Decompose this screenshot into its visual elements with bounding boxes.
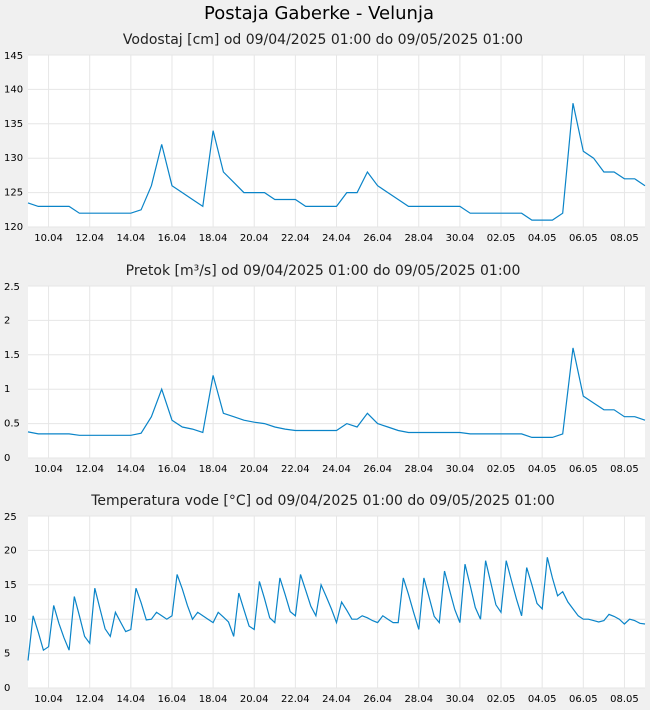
y-tick-label: 140 xyxy=(4,84,23,95)
chart-title: Temperatura vode [°C] od 09/04/2025 01:0… xyxy=(90,493,555,509)
x-tick-label: 28.04 xyxy=(404,233,433,244)
y-tick-label: 1.5 xyxy=(4,350,20,361)
x-tick-label: 26.04 xyxy=(363,694,392,705)
y-tick-label: 0 xyxy=(4,453,10,464)
x-tick-label: 16.04 xyxy=(158,464,187,475)
y-tick-label: 0 xyxy=(4,683,10,694)
x-tick-label: 04.05 xyxy=(528,233,557,244)
x-tick-label: 20.04 xyxy=(240,694,269,705)
page-title: Postaja Gaberke - Velunja xyxy=(204,3,434,24)
x-tick-label: 24.04 xyxy=(322,233,351,244)
x-tick-label: 28.04 xyxy=(404,694,433,705)
y-tick-label: 125 xyxy=(4,188,23,199)
data-line xyxy=(27,557,646,661)
x-tick-label: 08.05 xyxy=(610,694,639,705)
chart-title: Pretok [m³/s] od 09/04/2025 01:00 do 09/… xyxy=(126,263,521,279)
y-tick-label: 5 xyxy=(4,649,10,660)
x-tick-label: 02.05 xyxy=(487,464,516,475)
x-tick-label: 28.04 xyxy=(404,464,433,475)
y-tick-label: 135 xyxy=(4,119,23,130)
y-tick-label: 10 xyxy=(4,614,17,625)
x-tick-label: 24.04 xyxy=(322,464,351,475)
x-tick-label: 14.04 xyxy=(117,464,146,475)
x-tick-label: 14.04 xyxy=(117,694,146,705)
y-tick-label: 145 xyxy=(4,51,23,62)
chart-title: Vodostaj [cm] od 09/04/2025 01:00 do 09/… xyxy=(123,32,523,48)
x-tick-label: 26.04 xyxy=(363,233,392,244)
x-tick-label: 22.04 xyxy=(281,464,310,475)
x-tick-label: 12.04 xyxy=(75,694,104,705)
x-tick-label: 06.05 xyxy=(569,694,598,705)
x-tick-label: 30.04 xyxy=(446,694,475,705)
x-tick-label: 18.04 xyxy=(199,694,228,705)
y-tick-label: 120 xyxy=(4,222,23,233)
x-tick-label: 02.05 xyxy=(487,694,516,705)
y-tick-label: 0.5 xyxy=(4,419,20,430)
x-tick-label: 06.05 xyxy=(569,464,598,475)
y-tick-label: 2 xyxy=(4,315,10,326)
x-tick-label: 12.04 xyxy=(75,464,104,475)
y-tick-label: 25 xyxy=(4,512,17,523)
x-tick-label: 04.05 xyxy=(528,464,557,475)
x-tick-label: 30.04 xyxy=(446,464,475,475)
x-tick-label: 04.05 xyxy=(528,694,557,705)
x-tick-label: 24.04 xyxy=(322,694,351,705)
y-tick-label: 20 xyxy=(4,545,17,556)
x-tick-label: 26.04 xyxy=(363,464,392,475)
data-line xyxy=(27,347,646,438)
x-tick-label: 22.04 xyxy=(281,694,310,705)
y-tick-label: 15 xyxy=(4,580,17,591)
x-tick-label: 06.05 xyxy=(569,233,598,244)
x-tick-label: 08.05 xyxy=(610,233,639,244)
x-tick-label: 22.04 xyxy=(281,233,310,244)
y-tick-label: 2.5 xyxy=(4,282,20,293)
x-tick-label: 30.04 xyxy=(446,233,475,244)
x-tick-label: 02.05 xyxy=(487,233,516,244)
x-tick-label: 16.04 xyxy=(158,233,187,244)
data-line xyxy=(27,103,646,221)
y-tick-label: 1 xyxy=(4,384,10,395)
x-tick-label: 20.04 xyxy=(240,464,269,475)
x-tick-label: 10.04 xyxy=(34,694,63,705)
x-tick-label: 10.04 xyxy=(34,464,63,475)
x-tick-label: 10.04 xyxy=(34,233,63,244)
x-tick-label: 18.04 xyxy=(199,464,228,475)
x-tick-label: 14.04 xyxy=(117,233,146,244)
x-tick-label: 18.04 xyxy=(199,233,228,244)
x-tick-label: 08.05 xyxy=(610,464,639,475)
x-tick-label: 20.04 xyxy=(240,233,269,244)
y-tick-label: 130 xyxy=(4,153,23,164)
x-tick-label: 12.04 xyxy=(75,233,104,244)
x-tick-label: 16.04 xyxy=(158,694,187,705)
